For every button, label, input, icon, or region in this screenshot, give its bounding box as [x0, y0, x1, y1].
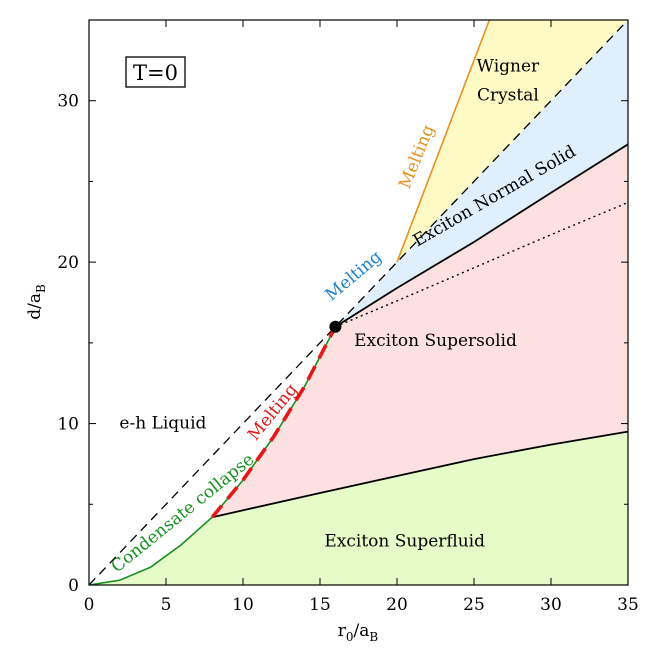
- superfluid-supersolid-boundary: [212, 430, 628, 519]
- x-tick-label: 35: [617, 595, 639, 615]
- region-exciton-superfluid: [89, 431, 628, 585]
- x-tick-label: 25: [463, 595, 485, 615]
- y-tick-label: 20: [57, 253, 79, 273]
- critical-point-marker: [329, 320, 342, 333]
- wigner-melting-line: [396, 20, 491, 263]
- label-wigner-crystal-line1: Wigner: [477, 57, 541, 77]
- axis-ticks: 0 5 10 15 20 25 30 35 0 10 20 30: [57, 20, 639, 615]
- label-e-h-liquid: e-h Liquid: [119, 413, 206, 433]
- label-exciton-superfluid: Exciton Superfluid: [324, 531, 485, 551]
- region-exciton-normal-solid: [335, 20, 628, 327]
- x-tick-label: 0: [84, 595, 95, 615]
- label-wigner-crystal-line2: Crystal: [477, 86, 539, 106]
- x-tick-label: 20: [386, 595, 408, 615]
- x-tick-label: 15: [309, 595, 331, 615]
- normal-solid-boundary: [334, 143, 628, 328]
- x-axis-label: r0/aB: [338, 621, 379, 644]
- y-axis-label: d/aB: [25, 284, 48, 320]
- region-exciton-supersolid: [212, 144, 628, 518]
- y-tick-label: 30: [57, 92, 79, 112]
- supersolid-melting-line: [210, 325, 337, 519]
- x-tick-label: 30: [540, 595, 562, 615]
- supersolid-melting-extension: [335, 201, 628, 328]
- plot-frame: [88, 19, 629, 586]
- y-tick-label: 10: [57, 415, 79, 435]
- phase-boundaries: [89, 20, 628, 585]
- diagonal-boundary: [89, 20, 628, 585]
- y-tick-label: 0: [68, 576, 79, 596]
- x-tick-label: 10: [232, 595, 254, 615]
- temperature-label: T=0: [133, 61, 178, 85]
- temperature-box: T=0: [125, 56, 186, 88]
- x-tick-label: 5: [161, 595, 172, 615]
- label-exciton-supersolid: Exciton Supersolid: [354, 331, 517, 351]
